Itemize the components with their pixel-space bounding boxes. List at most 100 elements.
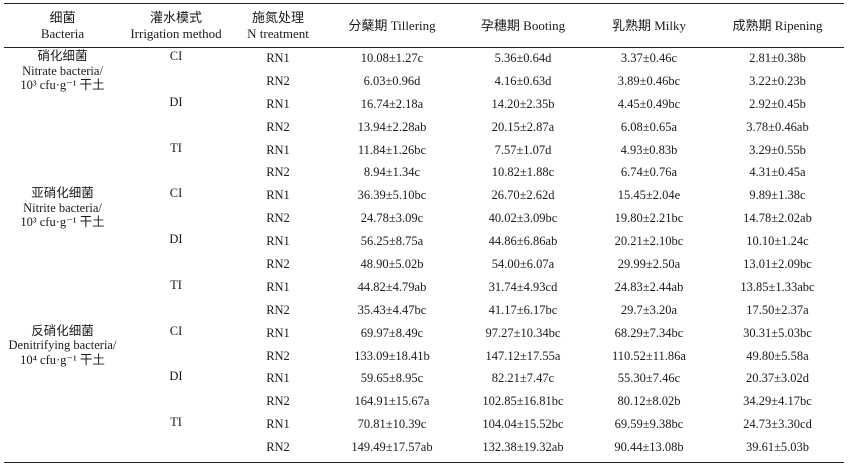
header-n-treatment: 施氮处理 N treatment bbox=[231, 4, 325, 47]
n-treatment-cell: RN2 bbox=[266, 256, 290, 271]
header-milky: 乳熟期 Milky bbox=[611, 17, 687, 33]
ripening-cell: 2.92±0.45b bbox=[749, 96, 806, 111]
bacteria-name-en: Denitrifying bacteria/ bbox=[8, 338, 117, 353]
n-treatment-cell: RN1 bbox=[266, 279, 290, 294]
tillering-cell: 59.65±8.95c bbox=[360, 371, 424, 386]
n-treatment-cell: RN1 bbox=[266, 50, 290, 65]
tillering-cell: 48.90±5.02b bbox=[360, 256, 424, 271]
booting-cell: 102.85±16.81bc bbox=[482, 394, 564, 409]
n-treatment-cell: RN2 bbox=[266, 348, 290, 363]
milky-cell: 6.74±0.76a bbox=[620, 165, 678, 180]
milky-cell: 55.30±7.46c bbox=[617, 371, 681, 386]
tillering-cell: 16.74±2.18a bbox=[360, 96, 424, 111]
n-treatment-cell: RN1 bbox=[266, 417, 290, 432]
n-treatment-cell: RN1 bbox=[266, 96, 290, 111]
ripening-cell: 17.50±2.37a bbox=[746, 302, 809, 317]
table-row: RN2 8.94±1.34c 10.82±1.88c 6.74±0.76a 4.31±0… bbox=[4, 161, 844, 184]
booting-cell: 82.21±7.47c bbox=[491, 371, 555, 386]
booting-cell: 20.15±2.87a bbox=[491, 119, 555, 134]
bacteria-group-cell: 亚硝化细菌 Nitrite bacteria/10³ cfu·g⁻¹ 干土 bbox=[4, 184, 121, 321]
booting-cell: 54.00±6.07a bbox=[491, 256, 555, 271]
bacteria-name-en: Nitrate bacteria/ bbox=[22, 63, 103, 78]
table-row: TI RN1 70.81±10.39c 104.04±15.52bc 69.59±9.3… bbox=[4, 413, 844, 436]
table-row: RN2 13.94±2.28ab 20.15±2.87a 6.08±0.65a 3.78… bbox=[4, 116, 844, 139]
booting-cell: 14.20±2.35b bbox=[491, 96, 555, 111]
n-treatment-cell: RN1 bbox=[266, 188, 290, 203]
bacteria-unit: 10³ cfu·g⁻¹ 干土 bbox=[20, 78, 105, 92]
table-row: RN2 133.09±18.41b 147.12±17.55a 110.52±11.8… bbox=[4, 345, 844, 368]
booting-cell: 5.36±0.64d bbox=[494, 50, 552, 65]
milky-cell: 20.21±2.10bc bbox=[614, 234, 684, 249]
tillering-cell: 11.84±1.26bc bbox=[357, 142, 427, 157]
header-irrigation-cn: 灌水模式 bbox=[149, 9, 202, 25]
n-treatment-cell: RN1 bbox=[266, 234, 290, 249]
tillering-cell: 69.97±8.49c bbox=[360, 325, 424, 340]
ripening-cell: 20.37±3.02d bbox=[745, 371, 810, 386]
milky-cell: 3.37±0.46c bbox=[620, 50, 678, 65]
ripening-cell: 9.89±1.38c bbox=[749, 188, 806, 203]
milky-cell: 80.12±8.02b bbox=[617, 394, 681, 409]
n-treatment-cell: RN1 bbox=[266, 142, 290, 157]
irrigation-cell: CI bbox=[169, 49, 183, 63]
n-treatment-cell: RN2 bbox=[266, 394, 290, 409]
bacteria-name-en: Nitrite bacteria/ bbox=[23, 200, 102, 215]
bacteria-name-cn: 反硝化细菌 bbox=[31, 323, 94, 338]
bacteria-group-label: 硝化细菌 Nitrate bacteria/10³ cfu·g⁻¹ 干土 bbox=[4, 49, 121, 93]
tillering-cell: 149.49±17.57ab bbox=[351, 440, 433, 455]
milky-cell: 68.29±7.34bc bbox=[614, 325, 684, 340]
table-row: RN2 6.03±0.96d 4.16±0.63d 3.89±0.46bc 3.22±0… bbox=[4, 70, 844, 93]
header-booting: 孕穗期 Booting bbox=[480, 17, 566, 33]
ripening-cell: 14.78±2.02ab bbox=[743, 211, 812, 226]
tillering-cell: 6.03±0.96d bbox=[363, 73, 421, 88]
tillering-cell: 44.82±4.79ab bbox=[357, 279, 427, 294]
milky-cell: 4.45±0.49bc bbox=[617, 96, 681, 111]
irrigation-cell: DI bbox=[169, 232, 183, 247]
ripening-cell: 3.29±0.55b bbox=[749, 142, 806, 157]
irrigation-cell: TI bbox=[170, 415, 182, 430]
header-bacteria-en: Bacteria bbox=[40, 25, 85, 41]
header-ripening: 成熟期 Ripening bbox=[732, 17, 823, 33]
table-row: DI RN1 59.65±8.95c 82.21±7.47c 55.30±7.46c 20… bbox=[4, 367, 844, 390]
milky-cell: 24.83±2.44ab bbox=[614, 279, 684, 294]
milky-cell: 90.44±13.08b bbox=[614, 440, 684, 455]
tillering-cell: 24.78±3.09c bbox=[360, 211, 424, 226]
table-row: TI RN1 44.82±4.79ab 31.74±4.93cd 24.83±2.44a… bbox=[4, 276, 844, 299]
tillering-cell: 133.09±18.41b bbox=[354, 348, 430, 363]
tillering-cell: 70.81±10.39c bbox=[357, 417, 427, 432]
booting-cell: 10.82±1.88c bbox=[491, 165, 555, 180]
irrigation-cell: DI bbox=[169, 94, 183, 109]
ripening-cell: 10.10±1.24c bbox=[746, 234, 809, 249]
ripening-cell: 24.73±3.30cd bbox=[743, 417, 812, 432]
header-tillering: 分蘖期 Tillering bbox=[348, 17, 436, 33]
n-treatment-cell: RN1 bbox=[266, 325, 290, 340]
n-treatment-cell: RN2 bbox=[266, 73, 290, 88]
booting-cell: 41.17±6.17bc bbox=[488, 302, 558, 317]
ripening-cell: 2.81±0.38b bbox=[749, 50, 806, 65]
table-row: RN2 24.78±3.09c 40.02±3.09bc 19.80±2.21bc 14… bbox=[4, 207, 844, 230]
n-treatment-cell: RN2 bbox=[266, 211, 290, 226]
booting-cell: 26.70±2.62d bbox=[491, 188, 555, 203]
irrigation-cell: TI bbox=[170, 140, 182, 155]
header-n-en: N treatment bbox=[247, 25, 309, 41]
table-row: DI RN1 16.74±2.18a 14.20±2.35b 4.45±0.49bc 2.… bbox=[4, 93, 844, 116]
bacteria-group-cell: 反硝化细菌 Denitrifying bacteria/10⁴ cfu·g⁻¹ 干… bbox=[4, 322, 121, 459]
tillering-cell: 36.39±5.10bc bbox=[357, 188, 427, 203]
bacteria-name-cn: 亚硝化细菌 bbox=[31, 186, 94, 201]
table-row: RN2 48.90±5.02b 54.00±6.07a 29.99±2.50a 13.0… bbox=[4, 253, 844, 276]
milky-cell: 29.7±3.20a bbox=[620, 302, 678, 317]
irrigation-cell: CI bbox=[169, 323, 183, 338]
booting-cell: 31.74±4.93cd bbox=[488, 279, 558, 294]
booting-cell: 97.27±10.34bc bbox=[485, 325, 561, 340]
header-irrigation-en: Irrigation method bbox=[130, 25, 222, 41]
ripening-cell: 13.01±2.09bc bbox=[743, 256, 812, 271]
ripening-cell: 3.78±0.46ab bbox=[746, 119, 809, 134]
header-row: 细菌 Bacteria 灌水模式 Irrigation method 施氮处理 … bbox=[4, 4, 844, 47]
tillering-cell: 164.91±15.67a bbox=[354, 394, 430, 409]
milky-cell: 110.52±11.86a bbox=[612, 348, 686, 363]
table-row: 亚硝化细菌 Nitrite bacteria/10³ cfu·g⁻¹ 干土 CI RN… bbox=[4, 184, 844, 229]
bottom-rule bbox=[4, 462, 844, 463]
bacteria-name-cn: 硝化细菌 bbox=[37, 49, 88, 63]
bacteria-unit: 10³ cfu·g⁻¹ 干土 bbox=[20, 215, 105, 230]
milky-cell: 19.80±2.21bc bbox=[614, 211, 684, 226]
booting-cell: 40.02±3.09bc bbox=[488, 211, 558, 226]
